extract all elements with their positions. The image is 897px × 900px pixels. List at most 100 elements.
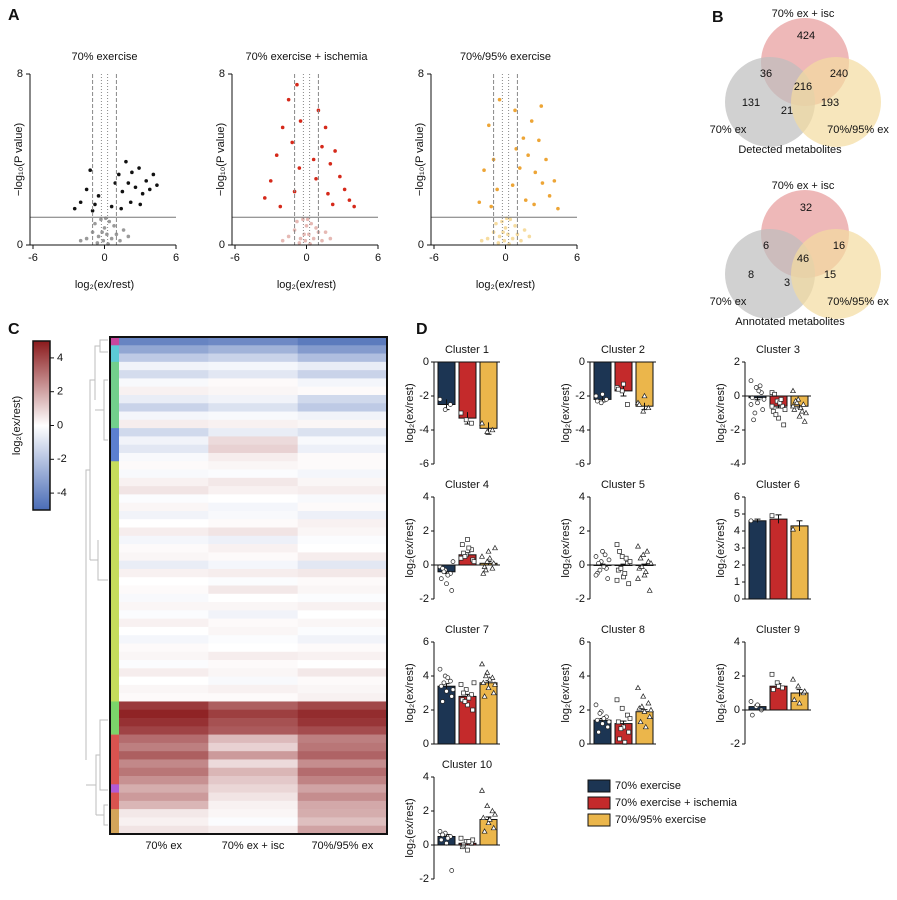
heatmap-cell: [119, 626, 209, 636]
data-point: [309, 221, 314, 226]
data-point: [484, 558, 491, 564]
heatmap-cell: [208, 651, 298, 661]
data-point: [800, 401, 807, 407]
data-point: [623, 555, 629, 561]
data-point: [776, 415, 781, 421]
data-point: [445, 675, 451, 681]
data-point: [130, 170, 134, 175]
heatmap-cell: [208, 444, 298, 454]
data-point: [803, 409, 809, 416]
heatmap-cell: [297, 411, 388, 421]
data-point: [615, 719, 621, 725]
heatmap-cell: [119, 709, 209, 719]
data-point: [441, 569, 447, 575]
heatmap-cell: [119, 602, 209, 611]
heatmap-cell: [119, 701, 209, 711]
data-point: [529, 119, 534, 123]
y-tick-label: -2: [419, 390, 429, 402]
data-point: [781, 422, 787, 428]
plot-title: 70%/95% exercise: [460, 51, 551, 63]
data-point: [796, 699, 803, 706]
data-point: [462, 554, 468, 559]
data-point: [72, 206, 77, 211]
data-point: [527, 234, 532, 239]
y-tick-label: 2: [734, 670, 740, 682]
data-point: [780, 403, 785, 409]
y-tick-label: -4: [575, 424, 585, 436]
heatmap-cell: [119, 394, 209, 404]
heatmap-cell: [297, 353, 388, 363]
data-point: [485, 236, 490, 241]
data-point: [593, 393, 599, 399]
heatmap-cell: [208, 668, 298, 677]
data-point: [466, 839, 472, 844]
data-point: [510, 236, 515, 241]
data-point: [466, 545, 472, 551]
heatmap-cell: [208, 676, 298, 686]
heatmap-cell: [119, 767, 209, 777]
heatmap-cell: [119, 502, 209, 512]
heatmap-cell: [297, 370, 388, 379]
data-point: [93, 221, 97, 226]
legend-swatch: [587, 796, 611, 810]
data-point: [486, 816, 493, 822]
heatmap-cell: [119, 345, 209, 354]
heatmap-cell: [208, 461, 298, 470]
y-tick-label: 6: [423, 636, 429, 648]
y-tick-label: 0: [734, 390, 740, 402]
plot-title: 70% exercise: [71, 51, 137, 63]
heatmap-cell: [208, 776, 298, 785]
data-point: [751, 417, 756, 423]
colorbar-label: log₂(ex/rest): [11, 396, 23, 455]
data-point: [521, 136, 526, 140]
data-point: [444, 581, 449, 587]
data-point: [438, 837, 444, 843]
y-tick-label: 1: [734, 576, 740, 588]
heatmap-cell: [119, 742, 209, 752]
heatmap-cell: [297, 461, 388, 470]
heatmap-cell: [119, 610, 209, 619]
data-point: [749, 712, 755, 718]
data-point: [328, 161, 333, 166]
heatmap-cell: [119, 353, 209, 363]
data-point: [615, 386, 621, 392]
cluster-bar: [110, 428, 119, 462]
data-point: [621, 381, 626, 387]
data-point: [791, 406, 798, 412]
data-point: [342, 187, 347, 192]
data-point: [126, 181, 131, 185]
data-point: [479, 419, 485, 426]
data-point: [105, 232, 109, 237]
data-point: [470, 837, 476, 843]
heatmap-cell: [297, 726, 388, 735]
data-point: [796, 413, 803, 419]
cluster-bar: [110, 809, 119, 835]
heatmap-border: [109, 336, 388, 835]
venn-circle: [725, 229, 815, 319]
heatmap-cell: [297, 660, 388, 669]
bar: [458, 361, 477, 419]
data-point: [801, 418, 808, 424]
data-point: [600, 721, 605, 726]
data-point: [646, 587, 653, 593]
x-axis-label: log₂(ex/rest): [476, 279, 535, 291]
data-point: [638, 563, 645, 569]
data-point: [330, 202, 335, 207]
data-point: [450, 687, 456, 692]
heatmap-cell: [297, 809, 388, 818]
data-point: [770, 408, 776, 414]
set-label: 70% ex: [710, 296, 747, 308]
y-tick-label: 2: [579, 525, 585, 537]
data-point: [637, 554, 644, 561]
heatmap-cell: [208, 535, 298, 545]
data-point: [489, 204, 494, 209]
data-point: [556, 206, 560, 211]
heatmap-cell: [297, 502, 388, 512]
data-point: [112, 223, 116, 228]
data-point: [480, 570, 487, 576]
venn-caption: Detected metabolites: [738, 144, 842, 156]
data-point: [501, 230, 505, 234]
heatmap-cell: [208, 560, 298, 570]
heatmap-cell: [297, 378, 388, 387]
data-point: [448, 678, 453, 684]
